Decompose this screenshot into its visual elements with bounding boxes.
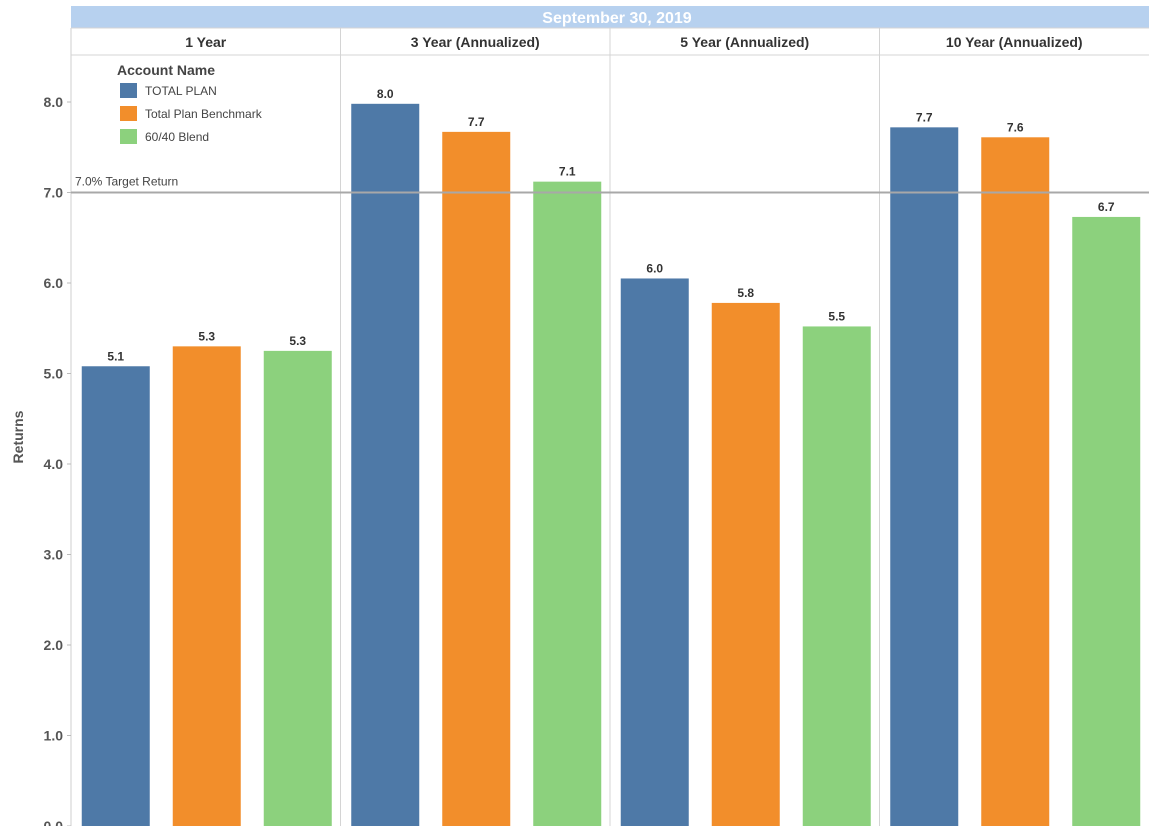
legend-label: TOTAL PLAN (145, 84, 217, 98)
bar-value-label: 5.5 (828, 309, 845, 323)
bar-value-label: 6.7 (1098, 200, 1115, 214)
bar-value-label: 7.6 (1007, 120, 1024, 134)
bar-value-label: 5.1 (107, 349, 124, 363)
bar (890, 127, 959, 827)
legend-label: Total Plan Benchmark (145, 107, 263, 121)
bar-value-label: 7.7 (468, 115, 485, 129)
bar-value-label: 8.0 (377, 87, 394, 101)
legend: Account Name TOTAL PLAN Total Plan Benchm… (117, 62, 263, 144)
bar (263, 350, 332, 826)
legend-swatch (120, 83, 137, 98)
bar (620, 278, 689, 827)
y-tick-label: 6.0 (44, 275, 64, 291)
y-tick-label: 4.0 (44, 456, 64, 472)
y-tick-label: 3.0 (44, 547, 64, 563)
legend-label: 60/40 Blend (145, 130, 209, 144)
legend-swatch (120, 106, 137, 121)
bar (351, 103, 420, 826)
bar (533, 181, 602, 826)
category-header: 1 Year (185, 34, 227, 50)
y-tick-label: 1.0 (44, 728, 64, 744)
y-tick-label: 0.0 (44, 818, 64, 826)
bar-value-label: 5.3 (198, 329, 215, 343)
bar (1072, 216, 1141, 826)
y-tick-label: 5.0 (44, 366, 64, 382)
y-tick-label: 8.0 (44, 94, 64, 110)
y-axis-title: Returns (10, 410, 26, 463)
legend-swatch (120, 129, 137, 144)
header-title: September 30, 2019 (542, 10, 692, 27)
bar (802, 326, 871, 826)
bar (711, 302, 780, 826)
category-header: 5 Year (Annualized) (680, 34, 809, 50)
bar-value-label: 5.8 (737, 286, 754, 300)
bar-value-label: 7.1 (559, 165, 576, 179)
bar-value-label: 7.7 (916, 110, 933, 124)
bar (981, 137, 1050, 827)
bar (172, 346, 241, 826)
category-header: 10 Year (Annualized) (946, 34, 1083, 50)
target-return-label: 7.0% Target Return (75, 175, 178, 189)
y-tick-label: 2.0 (44, 637, 64, 653)
category-header: 3 Year (Annualized) (411, 34, 540, 50)
header-band (71, 6, 1149, 28)
bar (81, 366, 150, 826)
bar (442, 131, 511, 827)
bar-value-label: 6.0 (646, 261, 663, 275)
y-tick-label: 7.0 (44, 185, 64, 201)
legend-title: Account Name (117, 62, 215, 78)
bar-value-label: 5.3 (289, 334, 306, 348)
